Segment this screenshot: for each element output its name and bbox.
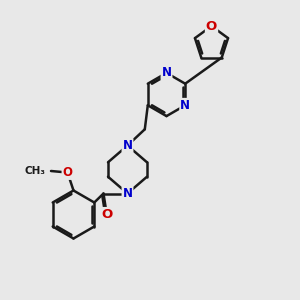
Text: CH₃: CH₃: [25, 166, 46, 176]
Text: O: O: [62, 166, 73, 179]
Text: N: N: [180, 99, 190, 112]
Text: O: O: [206, 20, 217, 33]
Text: N: N: [122, 187, 133, 200]
Text: N: N: [161, 66, 172, 80]
Text: O: O: [101, 208, 112, 221]
Text: N: N: [122, 139, 133, 152]
